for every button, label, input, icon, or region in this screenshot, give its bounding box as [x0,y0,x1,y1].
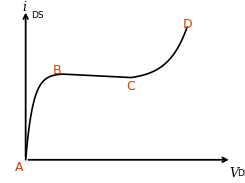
Text: A: A [15,161,24,174]
Text: C: C [126,80,135,93]
Text: DS: DS [31,11,44,20]
Text: D: D [182,18,192,31]
Text: i: i [22,1,26,14]
Text: V: V [230,167,239,180]
Text: DS: DS [237,169,245,178]
Text: B: B [53,64,61,77]
